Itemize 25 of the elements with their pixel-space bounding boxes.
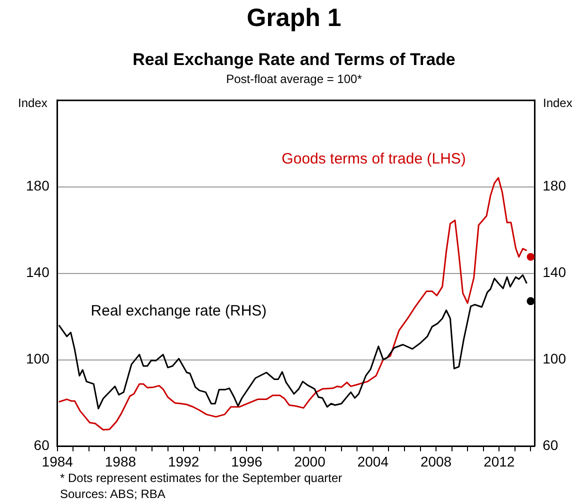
y-tick-label: 180 [26,178,50,194]
x-tick-label: 1996 [231,453,262,470]
source-note: Sources: ABS; RBA [60,486,166,502]
y-tick-label: 60 [34,437,50,454]
y-axis-title: Index [18,96,48,110]
x-tick-label: 2004 [357,453,389,470]
text: Goods terms of trade (LHS) [282,150,466,168]
x-tick-label: 2008 [420,453,452,470]
series-label: Real exchange rate (RHS) [90,302,267,320]
y-tick-label: 100 [26,350,50,367]
text: Post-float average = 100* [225,72,363,86]
x-tick-label: 1984 [42,453,74,470]
x-tick-label: 2000 [294,453,326,470]
y2-tick-label: 140 [542,264,566,280]
y-tick-label: 140 [26,264,50,280]
x-tick-label: 2012 [484,453,515,470]
x-tick-label: 1992 [168,453,200,470]
x-tick-label: 1988 [104,453,136,470]
chart-title: Graph 1 [246,4,342,33]
chart-subtitle: Real Exchange Rate and Terms of Trade [132,50,456,70]
text: * Dots represent estimates for the September quarter [60,470,342,486]
y2-axis-title: Index [543,96,572,110]
y2-tick-label: 100 [542,350,566,367]
y2-tick-label: 180 [542,178,566,194]
y2-tick-label: 60 [542,437,558,454]
